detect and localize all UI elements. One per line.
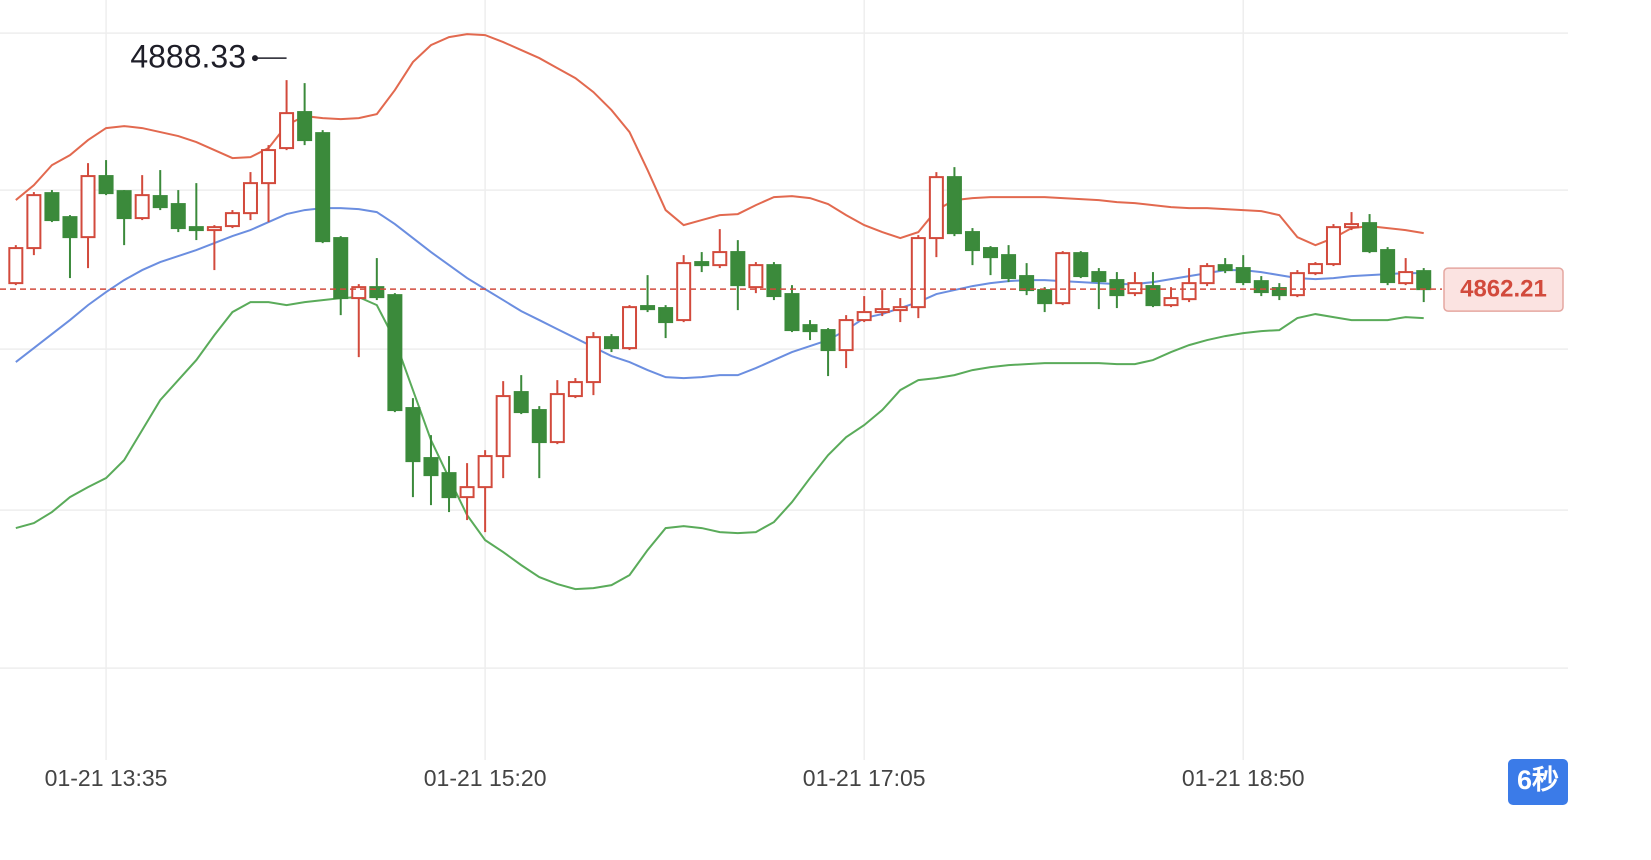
down-body bbox=[1091, 271, 1107, 283]
max-high-label: 4888.33 bbox=[130, 39, 246, 75]
down-body bbox=[170, 203, 186, 230]
down-body bbox=[116, 190, 132, 220]
up-body bbox=[1325, 226, 1341, 266]
down-body bbox=[1271, 287, 1287, 297]
down-body bbox=[62, 216, 78, 239]
down-body bbox=[1416, 270, 1432, 291]
x-tick-label: 01-21 15:20 bbox=[424, 765, 547, 791]
up-body bbox=[856, 311, 872, 322]
up-body bbox=[928, 176, 944, 240]
band-line bbox=[15, 296, 1424, 591]
down-body bbox=[369, 286, 385, 299]
down-body bbox=[1145, 285, 1161, 307]
up-body bbox=[1289, 272, 1305, 297]
up-body bbox=[1181, 282, 1197, 301]
up-body bbox=[892, 306, 908, 312]
x-tick-label: 01-21 18:50 bbox=[1182, 765, 1305, 791]
up-body bbox=[80, 175, 96, 239]
x-tick-label: 01-21 13:35 bbox=[45, 765, 168, 791]
down-body bbox=[784, 293, 800, 332]
up-body bbox=[549, 393, 565, 444]
down-body bbox=[297, 111, 313, 142]
down-body bbox=[658, 307, 674, 324]
down-body bbox=[1073, 252, 1089, 278]
last-price-label: 4862.21 bbox=[1460, 275, 1547, 302]
down-body bbox=[802, 324, 818, 333]
up-body bbox=[8, 247, 24, 285]
up-body bbox=[242, 182, 258, 215]
up-body bbox=[1055, 252, 1071, 305]
down-body bbox=[315, 132, 331, 243]
up-body bbox=[622, 306, 638, 350]
up-body bbox=[261, 149, 277, 185]
up-body bbox=[1398, 271, 1414, 285]
down-body bbox=[1109, 279, 1125, 297]
grid bbox=[0, 0, 1568, 760]
down-body bbox=[152, 195, 168, 209]
down-body bbox=[1037, 289, 1053, 305]
down-body bbox=[1253, 280, 1269, 294]
up-body bbox=[874, 308, 890, 314]
down-body bbox=[441, 472, 457, 499]
up-body bbox=[459, 486, 475, 499]
down-body bbox=[387, 294, 403, 412]
down-body bbox=[1380, 249, 1396, 284]
down-body bbox=[1001, 254, 1017, 280]
down-body bbox=[333, 237, 349, 300]
down-body bbox=[946, 176, 962, 235]
down-body bbox=[188, 226, 204, 232]
down-body bbox=[531, 409, 547, 444]
up-body bbox=[477, 455, 493, 489]
up-body bbox=[279, 112, 295, 150]
down-body bbox=[44, 192, 60, 222]
up-body bbox=[748, 264, 764, 289]
x-tick-label: 01-21 17:05 bbox=[803, 765, 926, 791]
up-body bbox=[26, 194, 42, 250]
down-body bbox=[423, 457, 439, 477]
up-body bbox=[838, 319, 854, 352]
down-body bbox=[1019, 275, 1035, 292]
up-body bbox=[134, 194, 150, 220]
up-body bbox=[1127, 282, 1143, 295]
up-body bbox=[224, 212, 240, 228]
candles bbox=[8, 80, 1432, 533]
down-body bbox=[766, 264, 782, 298]
up-body bbox=[351, 286, 367, 300]
labels: 01-21 13:35 01-21 15:20 01-21 17:05 01-21 1… bbox=[0, 39, 1564, 791]
down-body bbox=[694, 261, 710, 267]
up-body bbox=[567, 381, 583, 398]
down-body bbox=[1362, 222, 1378, 253]
up-body bbox=[1307, 263, 1323, 275]
up-body bbox=[676, 262, 692, 322]
down-body bbox=[1235, 267, 1251, 284]
down-body bbox=[603, 336, 619, 350]
down-body bbox=[964, 231, 980, 252]
badge: 6秒 bbox=[1517, 765, 1559, 795]
down-body bbox=[513, 391, 529, 414]
down-body bbox=[405, 407, 421, 463]
up-body bbox=[585, 336, 601, 384]
up-body bbox=[1163, 297, 1179, 307]
badge-box bbox=[1508, 759, 1568, 805]
down-body bbox=[640, 305, 656, 311]
up-body bbox=[1344, 223, 1360, 229]
down-body bbox=[98, 175, 114, 195]
up-body bbox=[910, 237, 926, 309]
up-body bbox=[206, 226, 222, 232]
down-body bbox=[1217, 264, 1233, 272]
up-body bbox=[712, 251, 728, 267]
up-body bbox=[495, 395, 511, 458]
last-price-box bbox=[1443, 267, 1564, 312]
down-body bbox=[983, 247, 999, 259]
down-body bbox=[730, 251, 746, 287]
down-body bbox=[820, 329, 836, 352]
up-body bbox=[1199, 265, 1215, 285]
band-line bbox=[15, 33, 1424, 247]
